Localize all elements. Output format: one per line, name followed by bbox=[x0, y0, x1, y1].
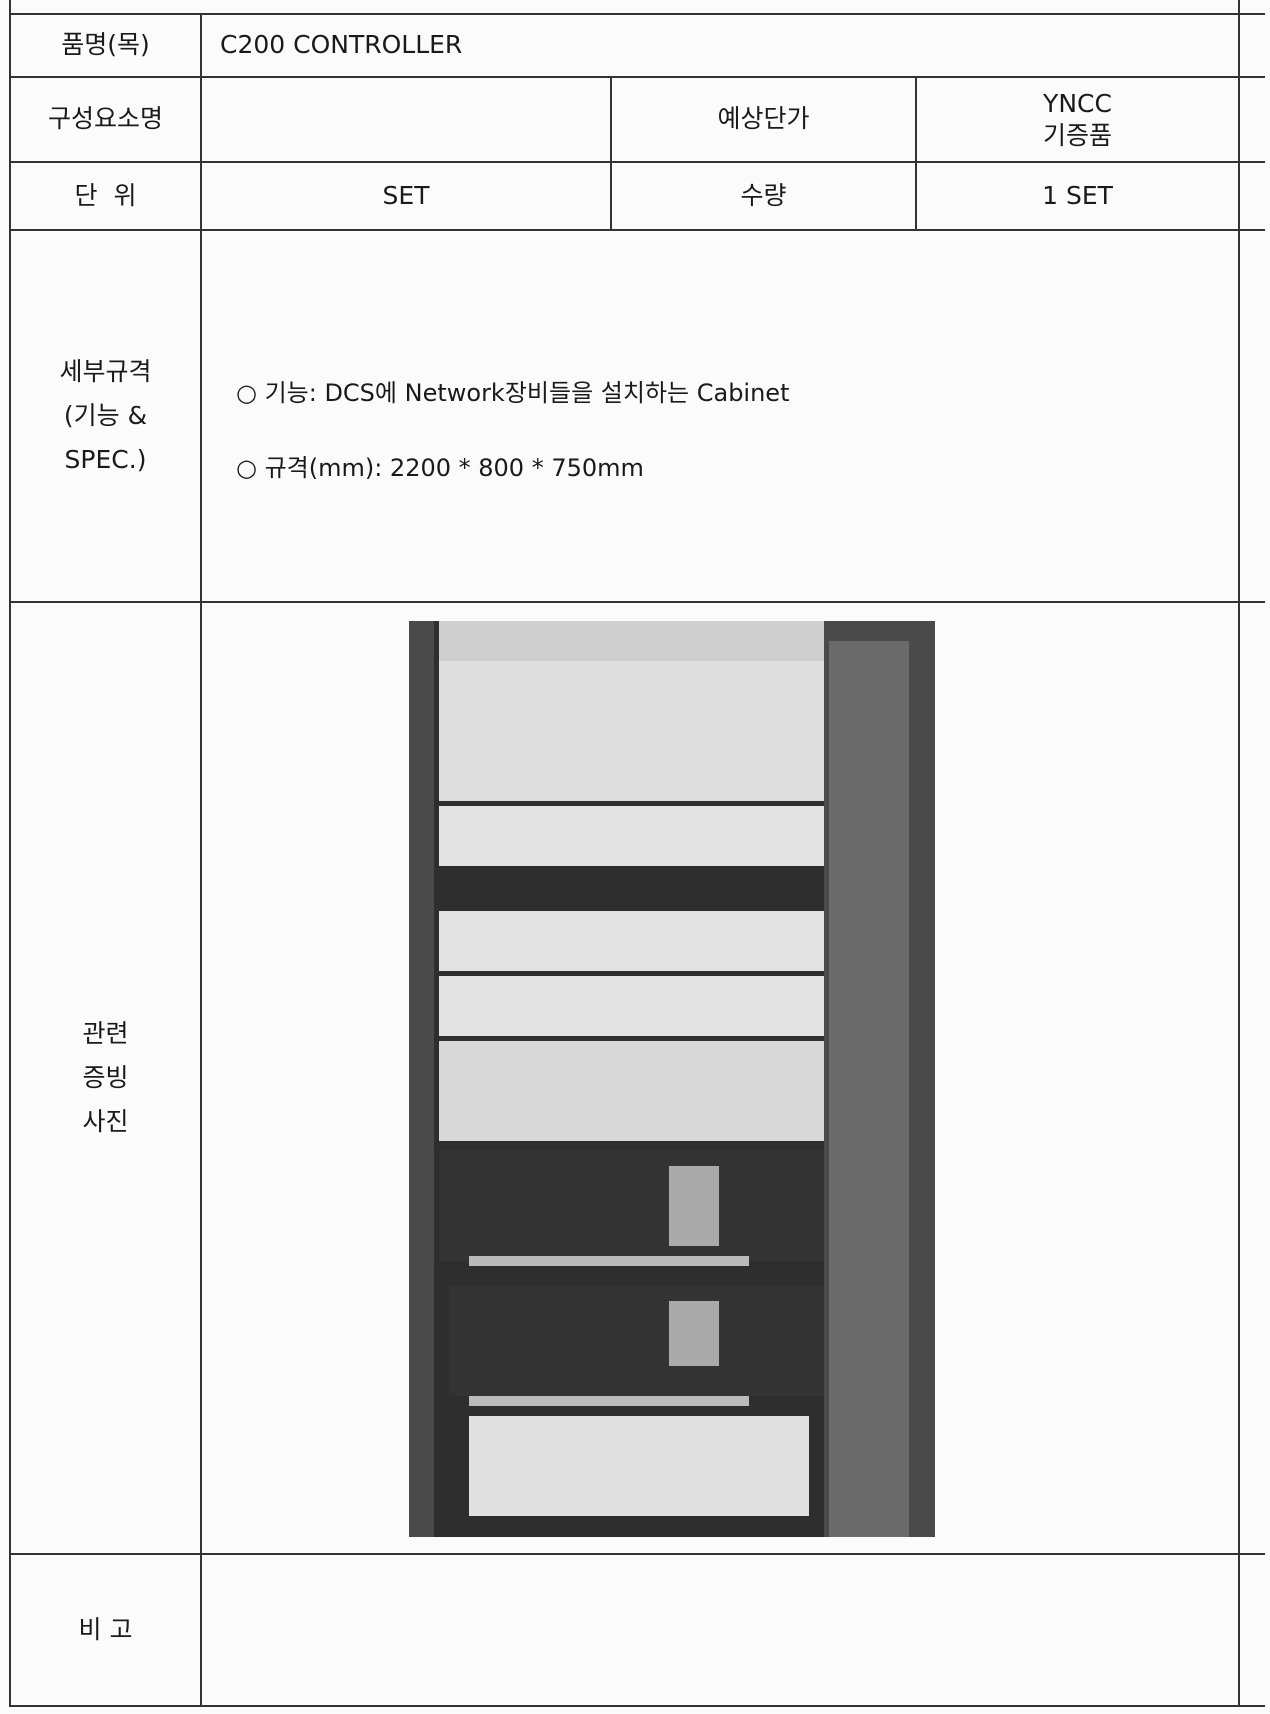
border bbox=[9, 13, 1265, 15]
label-line: 세부규격 bbox=[59, 357, 152, 387]
label-line: 관련 bbox=[82, 1019, 129, 1049]
spec-item: ○ 규격(mm): 2200 * 800 * 750mm bbox=[236, 454, 644, 482]
border bbox=[1238, 0, 1240, 1707]
value-line: YNCC bbox=[1043, 89, 1112, 119]
border bbox=[9, 161, 1265, 163]
value: SET bbox=[382, 180, 430, 210]
label-line: 증빙 bbox=[82, 1063, 129, 1093]
spec-list: ○ 기능: DCS에 Network장비들을 설치하는 Cabinet ○ 규격(… bbox=[218, 231, 1238, 601]
label: 비 고 bbox=[78, 1614, 133, 1644]
border bbox=[9, 229, 1265, 231]
border bbox=[200, 13, 202, 1707]
value: C200 CONTROLLER bbox=[220, 30, 463, 60]
label: 구성요소명 bbox=[47, 104, 163, 134]
border bbox=[610, 76, 612, 229]
cabinet-photo bbox=[409, 621, 935, 1537]
value: 1 SET bbox=[1042, 180, 1113, 210]
label: 세부규격 (기능 & SPEC.) bbox=[11, 231, 200, 601]
spec-item: ○ 기능: DCS에 Network장비들을 설치하는 Cabinet bbox=[236, 379, 790, 408]
border bbox=[9, 1553, 1265, 1555]
label: 단 위 bbox=[74, 180, 137, 210]
label: 품명(목) bbox=[61, 30, 150, 60]
label-line: (기능 & bbox=[63, 401, 148, 431]
value-line: 기증품 bbox=[1042, 120, 1112, 150]
value: YNCC 기증품 bbox=[917, 78, 1238, 161]
border bbox=[9, 76, 1265, 78]
label-line: SPEC.) bbox=[64, 444, 147, 474]
border bbox=[9, 1705, 1265, 1707]
label: 예상단가 bbox=[717, 104, 810, 134]
label: 수량 bbox=[740, 180, 787, 210]
border bbox=[915, 76, 917, 229]
border bbox=[9, 601, 1265, 603]
border bbox=[9, 0, 11, 1707]
label-line: 사진 bbox=[82, 1106, 129, 1136]
